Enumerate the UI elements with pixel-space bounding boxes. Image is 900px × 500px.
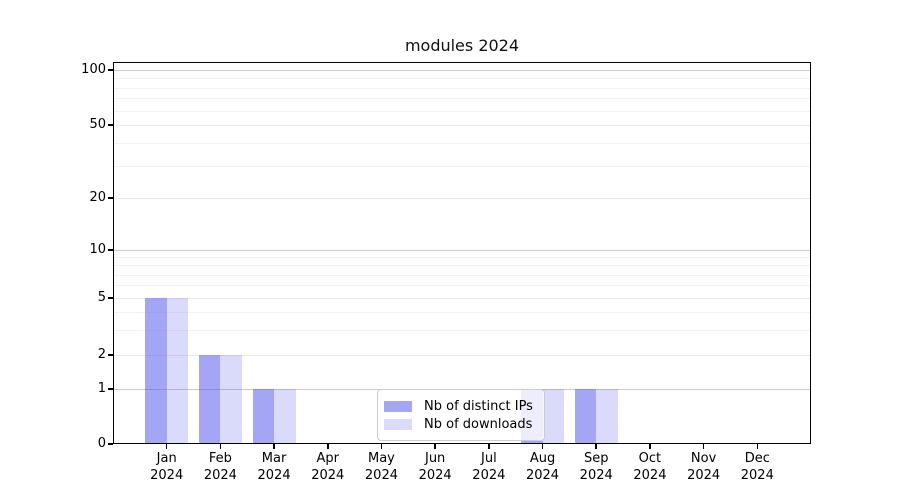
y-tick-mark-0: [108, 443, 113, 445]
gridline-5: [113, 298, 811, 299]
gridline-30: [113, 165, 811, 167]
plot-area: [113, 62, 811, 444]
gridline-40: [113, 142, 811, 144]
x-tick-label-feb-2024: Feb 2024: [203, 451, 237, 483]
y-tick-label-100: 100: [81, 62, 106, 77]
gridline-4: [113, 311, 811, 313]
bars-layer: [113, 62, 811, 444]
y-tick-label-10: 10: [89, 242, 106, 257]
gridline-50: [113, 125, 811, 126]
gridline-90: [113, 78, 811, 80]
x-tick-label-may-2024: May 2024: [364, 451, 398, 483]
legend: Nb of distinct IPs Nb of downloads: [377, 389, 545, 441]
bar-distinct-ips-jan-2024: [145, 298, 167, 444]
x-tick-mark-feb-2024: [219, 444, 222, 449]
y-tick-mark-10: [108, 249, 113, 251]
bar-distinct-ips-mar-2024: [252, 389, 275, 444]
y-tick-label-2: 2: [97, 347, 106, 362]
x-tick-label-jan-2024: Jan 2024: [150, 451, 184, 483]
legend-item-downloads: Nb of downloads: [384, 417, 536, 432]
x-tick-label-jun-2024: Jun 2024: [418, 451, 452, 483]
gridline-8: [113, 265, 811, 267]
gridline-2: [113, 355, 811, 356]
x-tick-label-apr-2024: Apr 2024: [311, 451, 345, 483]
x-tick-label-oct-2024: Oct 2024: [633, 451, 667, 483]
bar-downloads-feb-2024: [220, 355, 242, 444]
y-tick-label-20: 20: [89, 190, 106, 205]
x-tick-mark-mar-2024: [273, 444, 275, 449]
y-tick-label-0: 0: [97, 436, 106, 451]
x-tick-label-sep-2024: Sep 2024: [579, 451, 613, 483]
y-tick-mark-100: [108, 69, 113, 71]
x-tick-label-jul-2024: Jul 2024: [472, 451, 506, 483]
y-tick-label-5: 5: [97, 290, 106, 305]
gridline-100: [113, 70, 811, 71]
bar-downloads-mar-2024: [274, 389, 296, 444]
x-tick-label-aug-2024: Aug 2024: [525, 451, 560, 483]
gridline-9: [113, 257, 811, 259]
x-tick-mark-sep-2024: [595, 444, 597, 449]
bar-downloads-jan-2024: [166, 298, 189, 444]
x-tick-mark-oct-2024: [649, 444, 651, 449]
y-tick-mark-1: [108, 388, 113, 390]
gridline-3: [113, 329, 811, 331]
x-tick-label-mar-2024: Mar 2024: [257, 451, 291, 483]
legend-item-distinct-ips: Nb of distinct IPs: [384, 399, 536, 414]
y-tick-label-50: 50: [89, 117, 106, 132]
x-tick-mark-jun-2024: [434, 444, 436, 449]
x-tick-mark-apr-2024: [327, 444, 329, 449]
gridline-70: [113, 98, 811, 100]
gridline-80: [113, 87, 811, 89]
bar-downloads-sep-2024: [596, 389, 618, 444]
y-tick-mark-5: [108, 297, 113, 299]
x-tick-label-nov-2024: Nov 2024: [687, 451, 721, 483]
bar-downloads-aug-2024: [542, 389, 565, 444]
bar-distinct-ips-sep-2024: [574, 389, 597, 444]
y-tick-mark-50: [108, 124, 113, 126]
chart-title: modules 2024: [404, 36, 520, 55]
y-tick-mark-20: [108, 197, 113, 199]
bar-distinct-ips-feb-2024: [198, 355, 221, 444]
x-tick-mark-nov-2024: [702, 444, 705, 449]
gridline-20: [113, 198, 811, 199]
x-tick-mark-may-2024: [380, 444, 383, 449]
x-tick-mark-aug-2024: [541, 444, 544, 449]
y-tick-mark-2: [108, 354, 113, 356]
gridline-7: [113, 274, 811, 276]
x-tick-mark-jan-2024: [165, 444, 168, 449]
legend-swatch-distinct-ips: [384, 400, 412, 412]
y-tick-label-1: 1: [97, 381, 106, 396]
x-tick-label-dec-2024: Dec 2024: [740, 451, 774, 483]
gridline-10: [113, 250, 811, 251]
gridline-6: [113, 285, 811, 287]
legend-label-distinct-ips: Nb of distinct IPs: [424, 398, 533, 414]
gridline-60: [113, 110, 811, 112]
legend-label-downloads: Nb of downloads: [424, 416, 533, 432]
legend-swatch-downloads: [384, 418, 412, 430]
x-tick-mark-jul-2024: [488, 444, 490, 449]
x-tick-mark-dec-2024: [756, 444, 759, 449]
